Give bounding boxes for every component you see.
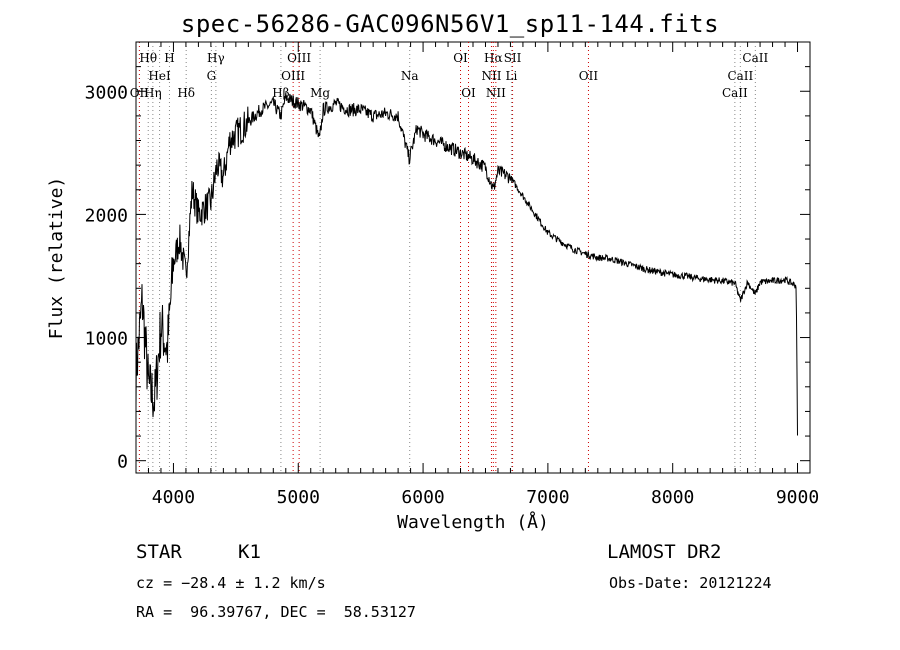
x-tick-label: 6000 <box>401 487 444 508</box>
observation-date: Obs-Date: 20121224 <box>609 574 772 592</box>
spectral-line-label: HeI <box>148 69 171 83</box>
redshift-velocity: cz = −28.4 ± 1.2 km/s <box>136 574 326 592</box>
spectral-line-label: CaII <box>742 51 768 65</box>
spectral-line-label: OII <box>130 86 150 100</box>
spectral-line-label: OIII <box>287 51 311 65</box>
spectral-line-label: Hα <box>484 51 503 65</box>
y-tick-label: 3000 <box>85 82 128 103</box>
x-tick-label: 5000 <box>277 487 320 508</box>
y-axis-label: Flux (relative) <box>46 177 67 340</box>
spectral-line-label: NII <box>481 69 501 83</box>
x-tick-label: 8000 <box>651 487 694 508</box>
spectral-line-label: SII <box>504 51 522 65</box>
survey-name: LAMOST DR2 <box>607 541 722 563</box>
spectrum-line <box>135 92 798 436</box>
spectral-line-label: Hδ <box>177 86 195 100</box>
spectral-line-label: NII <box>486 86 506 100</box>
spectral-line-label: Hη <box>144 86 162 100</box>
object-subclass: K1 <box>238 541 261 563</box>
spectral-line-label: OI <box>461 86 476 100</box>
object-class: STAR <box>136 541 182 563</box>
spectral-line-label: CaII <box>722 86 748 100</box>
y-tick-label: 2000 <box>85 205 128 226</box>
plot-frame <box>135 41 811 474</box>
x-tick-label: 9000 <box>776 487 819 508</box>
y-tick-label: 0 <box>117 452 128 473</box>
spectral-line-label: Hθ <box>139 51 157 65</box>
spectral-line-label: Mg <box>310 86 330 100</box>
coordinates: RA = 96.39767, DEC = 58.53127 <box>136 603 416 621</box>
y-tick-label: 1000 <box>85 329 128 350</box>
spectral-line-label: CaII <box>727 69 753 83</box>
x-tick-label: 4000 <box>152 487 195 508</box>
chart-title: spec-56286-GAC096N56V1_sp11-144.fits <box>180 10 720 38</box>
spectral-line-label: OI <box>453 51 468 65</box>
spectral-line-label: G <box>207 69 217 83</box>
spectral-line-label: OIII <box>281 69 305 83</box>
x-tick-label: 7000 <box>526 487 569 508</box>
spectral-line-label: Na <box>401 69 419 83</box>
spectral-line-label: OII <box>579 69 599 83</box>
spectral-line-label: H <box>164 51 174 65</box>
x-axis-label: Wavelength (Å) <box>397 511 549 533</box>
spectral-line-label: Li <box>506 69 518 83</box>
spectral-line-label: Hγ <box>207 51 225 65</box>
